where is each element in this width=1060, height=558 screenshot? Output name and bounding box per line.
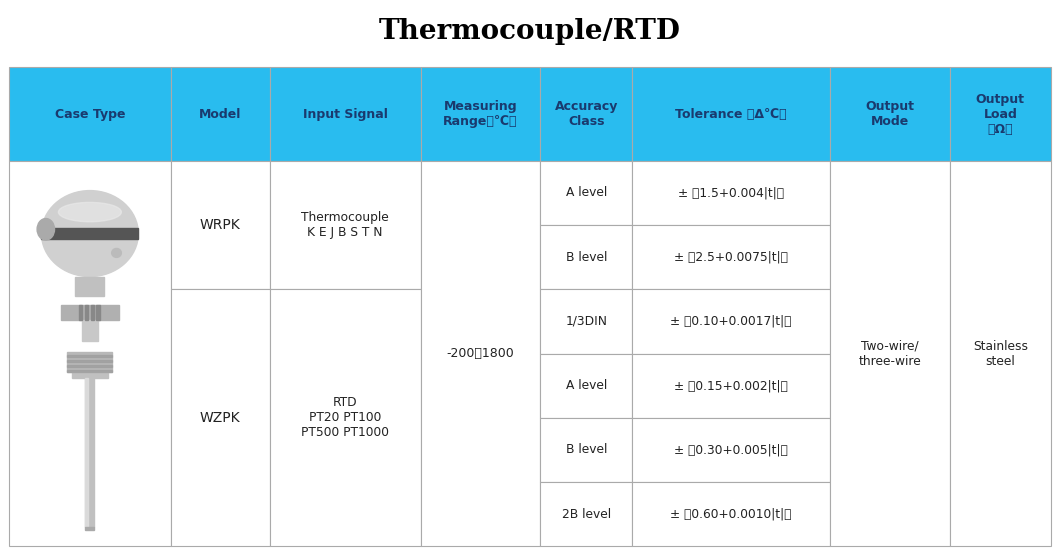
Ellipse shape <box>58 203 122 222</box>
Text: Input Signal: Input Signal <box>303 108 388 121</box>
Bar <box>950 68 1050 161</box>
Text: WZPK: WZPK <box>199 411 241 425</box>
Bar <box>632 418 830 482</box>
Bar <box>950 161 1050 546</box>
Bar <box>86 378 94 527</box>
Text: ± （0.15+0.002|t|）: ± （0.15+0.002|t|） <box>674 379 788 392</box>
Bar <box>269 161 421 289</box>
Bar <box>60 305 119 320</box>
Bar <box>171 289 269 546</box>
Ellipse shape <box>37 219 54 240</box>
Text: -200～1800: -200～1800 <box>446 347 514 360</box>
Bar <box>72 372 108 378</box>
Text: B level: B level <box>566 444 607 456</box>
Bar <box>541 482 632 546</box>
Bar <box>632 482 830 546</box>
Bar <box>830 68 950 161</box>
Bar <box>67 352 112 372</box>
Text: Thermocouple
K E J B S T N: Thermocouple K E J B S T N <box>301 211 389 239</box>
Bar <box>91 305 94 320</box>
Text: Two-wire/
three-wire: Two-wire/ three-wire <box>859 339 921 368</box>
Text: A level: A level <box>566 186 607 199</box>
Bar <box>171 68 269 161</box>
Bar <box>96 305 100 320</box>
Bar <box>541 354 632 418</box>
Text: Measuring
Range（℃）: Measuring Range（℃） <box>443 100 517 128</box>
Bar <box>421 161 541 546</box>
Text: 2B level: 2B level <box>562 508 611 521</box>
Text: 1/3DIN: 1/3DIN <box>565 315 607 328</box>
Text: Case Type: Case Type <box>55 108 125 121</box>
Text: ± （2.5+0.0075|t|）: ± （2.5+0.0075|t|） <box>674 251 788 264</box>
Bar <box>541 225 632 289</box>
Bar <box>541 68 632 161</box>
Bar <box>541 418 632 482</box>
Ellipse shape <box>41 191 139 277</box>
Text: ± （1.5+0.004|t|）: ± （1.5+0.004|t|） <box>678 186 784 199</box>
Bar <box>269 68 421 161</box>
Text: B level: B level <box>566 251 607 264</box>
Bar <box>632 68 830 161</box>
Text: A level: A level <box>566 379 607 392</box>
Text: ± （0.10+0.0017|t|）: ± （0.10+0.0017|t|） <box>670 315 792 328</box>
Text: ± （0.30+0.005|t|）: ± （0.30+0.005|t|） <box>674 444 788 456</box>
Text: Stainless
steel: Stainless steel <box>973 339 1028 368</box>
Bar <box>10 161 171 546</box>
Bar <box>541 161 632 225</box>
Text: ± （0.60+0.0010|t|）: ± （0.60+0.0010|t|） <box>670 508 792 521</box>
Text: Accuracy
Class: Accuracy Class <box>554 100 618 128</box>
Text: Tolerance （Δ℃）: Tolerance （Δ℃） <box>675 108 787 121</box>
Bar <box>632 354 830 418</box>
Bar <box>67 355 112 357</box>
Bar <box>632 161 830 225</box>
Bar <box>67 370 112 372</box>
Bar <box>41 228 139 239</box>
Bar <box>75 277 105 296</box>
Bar <box>171 161 269 289</box>
Ellipse shape <box>111 248 122 257</box>
Bar <box>86 527 94 530</box>
Bar <box>269 289 421 546</box>
Bar <box>67 360 112 362</box>
Bar <box>421 68 541 161</box>
Text: Model: Model <box>199 108 242 121</box>
Bar <box>80 305 83 320</box>
Text: WRPK: WRPK <box>199 218 241 232</box>
Bar <box>82 320 98 341</box>
Bar <box>85 305 88 320</box>
Bar <box>632 289 830 354</box>
Text: Output
Load
（Ω）: Output Load （Ω） <box>976 93 1025 136</box>
Text: Thermocouple/RTD: Thermocouple/RTD <box>379 18 681 45</box>
Bar <box>67 365 112 367</box>
Text: RTD
PT20 PT100
PT500 PT1000: RTD PT20 PT100 PT500 PT1000 <box>301 396 389 439</box>
Bar <box>632 225 830 289</box>
Bar <box>830 161 950 546</box>
Bar <box>86 378 88 527</box>
Bar <box>541 289 632 354</box>
Bar <box>10 68 171 161</box>
Text: Output
Mode: Output Mode <box>865 100 915 128</box>
